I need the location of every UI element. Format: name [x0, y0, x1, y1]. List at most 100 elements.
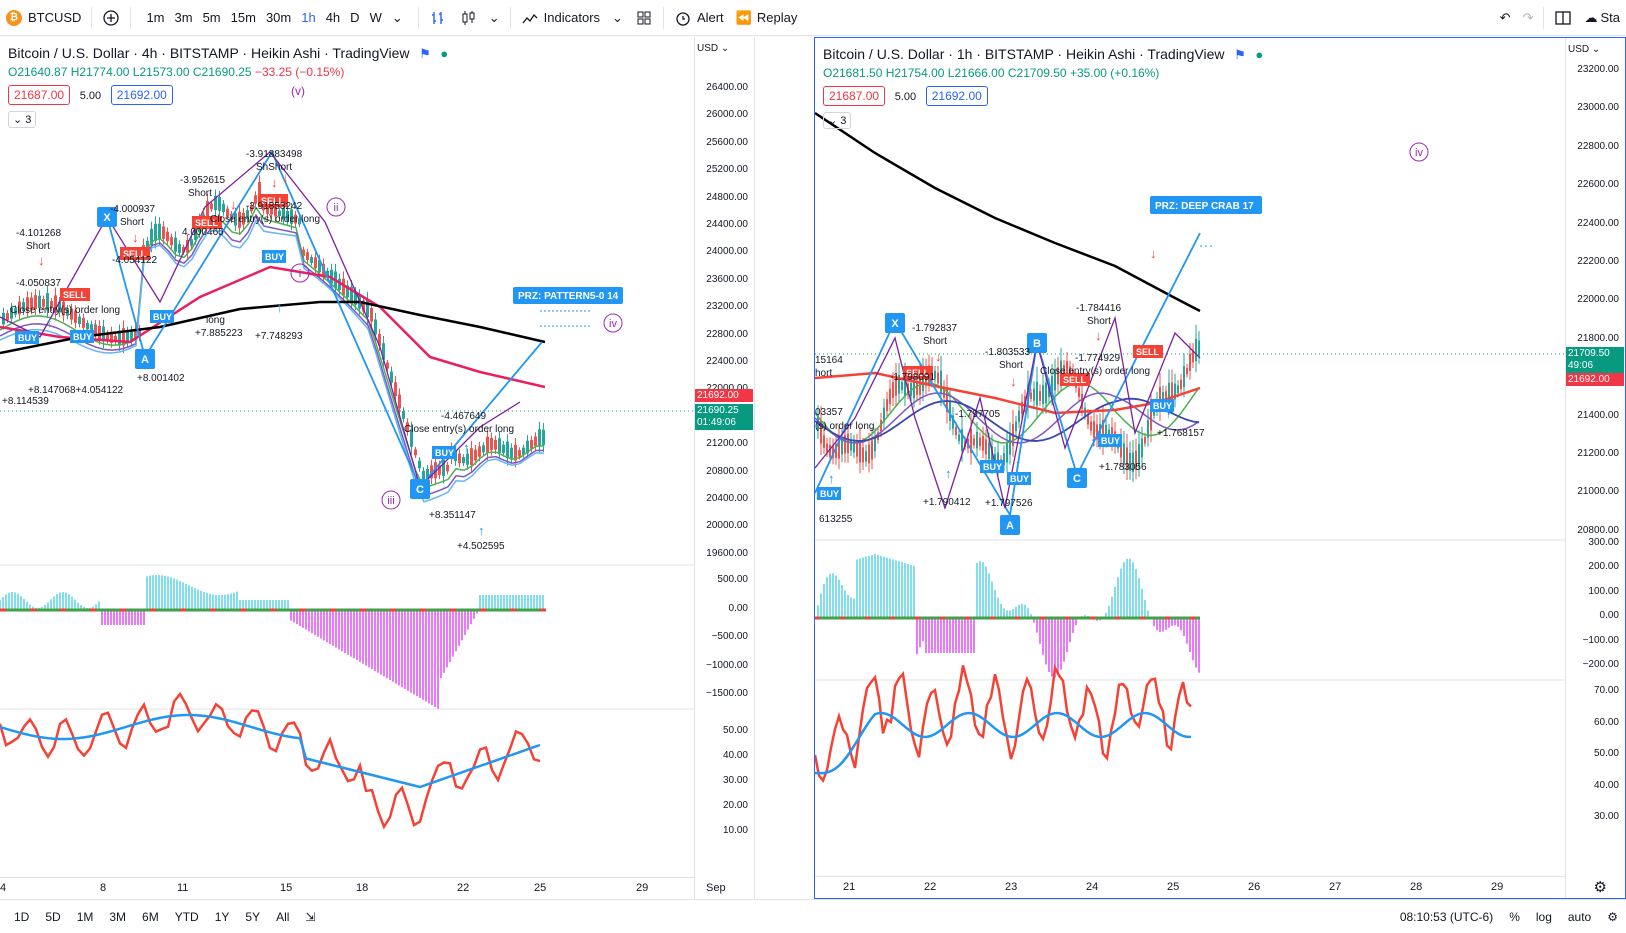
range-1y[interactable]: 1Y — [214, 909, 230, 924]
tf-15m[interactable]: 15m — [230, 10, 256, 25]
elliott-wave-line — [815, 315, 1201, 511]
alert-button[interactable]: Alert — [668, 0, 730, 35]
candle-body — [1081, 393, 1083, 409]
sell-price-box[interactable]: 21687.00 — [8, 85, 71, 105]
trade-annotation: hort — [815, 368, 832, 379]
candle-body — [394, 382, 397, 396]
left-time-axis[interactable]: 4 8 11 15 18 22 25 29 Sep — [0, 877, 726, 899]
percent-toggle[interactable]: % — [1509, 909, 1520, 924]
price-tick: 22400.00 — [1577, 217, 1619, 229]
trade-annotation: -3.91883498 — [246, 149, 303, 160]
candle-body — [406, 422, 409, 432]
candle-body — [510, 447, 513, 458]
candle-body — [182, 247, 185, 253]
indicators-collapse-toggle[interactable]: ⌄ 3 — [8, 111, 37, 128]
candle-body — [254, 195, 257, 204]
redo-icon[interactable]: ↷ — [1522, 9, 1534, 25]
range-all[interactable]: All — [276, 909, 290, 924]
currency-selector[interactable]: USD ⌄ — [697, 43, 730, 54]
tf-1m[interactable]: 1m — [146, 10, 165, 25]
time-tick: 28 — [1410, 881, 1423, 893]
trade-annotation: -3.952615 — [180, 175, 225, 186]
candle-body — [346, 285, 349, 298]
status-dot-icon: ● — [440, 46, 449, 61]
right-time-axis[interactable]: 21 22 23 24 25 26 27 28 29 — [815, 876, 1565, 898]
candle-body — [258, 182, 261, 198]
chevron-down-icon[interactable]: ⌄ — [391, 9, 403, 25]
settings-gear-icon[interactable]: ⚙ — [1593, 879, 1607, 896]
candle-body — [478, 446, 481, 457]
candle-body — [90, 324, 93, 333]
bar-style-icon[interactable] — [423, 0, 453, 35]
range-1d[interactable]: 1D — [14, 909, 30, 924]
time-tick: 29 — [636, 882, 649, 894]
split-layout-icon[interactable] — [1548, 0, 1578, 35]
auto-toggle[interactable]: auto — [1567, 909, 1592, 924]
tf-1h[interactable]: 1h — [301, 10, 316, 25]
macd-tick: 0.00 — [728, 602, 748, 614]
sell-price-box[interactable]: 21687.00 — [823, 86, 886, 106]
candle-body — [1048, 385, 1050, 398]
prz-label-bg — [1150, 196, 1262, 214]
tf-d[interactable]: D — [350, 10, 360, 25]
compare-add-icon[interactable] — [96, 0, 126, 35]
chevron-down-icon[interactable]: ⌄ — [488, 9, 500, 25]
range-3m[interactable]: 3M — [109, 909, 127, 924]
currency-selector[interactable]: USD ⌄ — [1568, 44, 1601, 55]
range-1m[interactable]: 1M — [76, 909, 94, 924]
left-chart-pane[interactable]: PRZ: PATTERN5-0 14 X A C (v) ii i iii iv BUY BUY BU… — [0, 37, 754, 899]
short-arrow-icon: ↓ — [271, 175, 278, 190]
pane-divider[interactable] — [754, 37, 814, 899]
status-dot-icon: ● — [1255, 47, 1264, 62]
wave-label: ii — [334, 202, 339, 214]
candle-body — [1138, 443, 1140, 466]
candle-body — [470, 448, 473, 466]
replay-button[interactable]: ⏪ Replay — [730, 0, 804, 35]
trade-annotation: Close entry(s) order long — [10, 305, 120, 316]
candle-style-icon[interactable] — [453, 0, 483, 35]
log-toggle[interactable]: log — [1535, 909, 1552, 924]
candle-body — [426, 469, 429, 479]
undo-icon[interactable]: ↶ — [1499, 9, 1511, 25]
trade-annotation: Close entry(s) order long — [210, 214, 320, 225]
layout-grid-icon[interactable] — [629, 0, 659, 35]
cloud-save-button[interactable]: ☁ Sta — [1578, 0, 1626, 35]
settings-icon[interactable]: ⚙ — [1607, 909, 1618, 924]
range-5d[interactable]: 5D — [45, 909, 61, 924]
calendar-range-icon[interactable]: ⇲ — [305, 909, 316, 924]
trade-annotation: +1.783056 — [1099, 462, 1147, 473]
indicators-collapse-toggle[interactable]: ⌄ 3 — [823, 112, 852, 129]
candle-body — [1189, 353, 1191, 371]
candle-body — [1159, 387, 1161, 410]
candle-body — [422, 470, 425, 480]
tf-3m[interactable]: 3m — [174, 10, 193, 25]
buy-price-box[interactable]: 21692.00 — [110, 85, 173, 105]
right-price-axis[interactable]: USD ⌄ 23200.00 23000.00 22800.00 22600.00 22… — [1565, 38, 1625, 898]
price-tick: 21200.00 — [1577, 448, 1619, 459]
candle-body — [898, 374, 900, 394]
buy-price-box[interactable]: 21692.00 — [925, 86, 988, 106]
tf-w[interactable]: W — [369, 10, 382, 25]
tf-30m[interactable]: 30m — [265, 10, 292, 25]
range-ytd[interactable]: YTD — [174, 909, 199, 924]
range-6m[interactable]: 6M — [142, 909, 159, 924]
candle-body — [402, 410, 405, 419]
clock-display[interactable]: 08:10:53 (UTC-6) — [1399, 909, 1494, 924]
rsi-tick: 30.00 — [722, 775, 748, 786]
tf-4h[interactable]: 4h — [325, 10, 341, 25]
alert-label: Alert — [696, 10, 724, 25]
candle-body — [838, 437, 840, 459]
candle-body — [1180, 379, 1182, 389]
left-price-axis[interactable]: USD ⌄ 26400.00 26000.00 25600.00 25200.00 24… — [694, 37, 754, 899]
pattern-point-c-bg — [1067, 468, 1087, 488]
right-chart-canvas[interactable]: PRZ: DEEP CRAB 17 X A B Civ SELL SELL SELL BUY BU… — [815, 38, 1625, 898]
symbol-search[interactable]: ₿ BTCUSD — [0, 0, 87, 35]
range-5y[interactable]: 5Y — [245, 909, 261, 924]
tf-5m[interactable]: 5m — [202, 10, 221, 25]
candle-body — [1174, 383, 1176, 400]
candle-body — [266, 200, 269, 214]
indicators-button[interactable]: Indicators ⌄ — [515, 0, 629, 35]
symbol-label: BTCUSD — [28, 10, 82, 25]
